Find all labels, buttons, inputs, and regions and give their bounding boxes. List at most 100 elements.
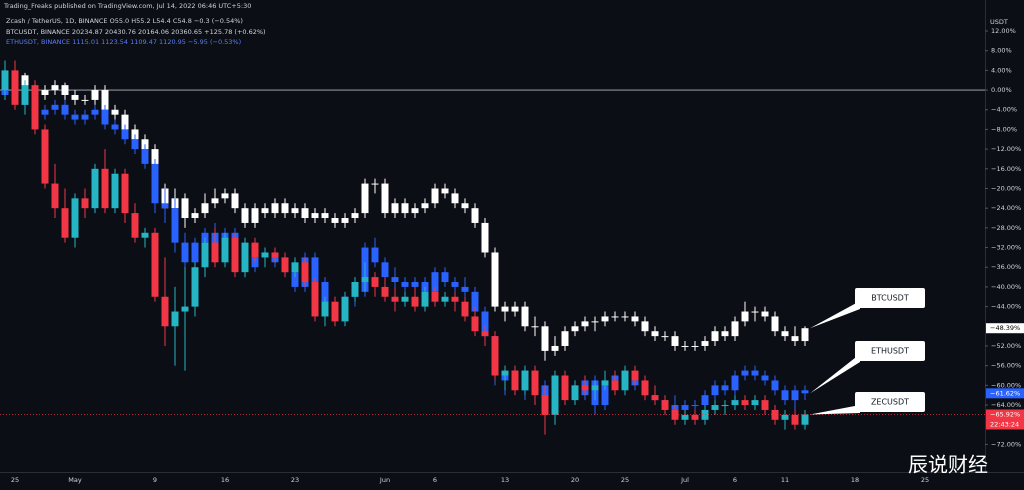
candle-body	[451, 193, 459, 204]
candle-body	[241, 208, 249, 223]
candle-body	[391, 296, 399, 302]
x-tick-label: 13	[501, 476, 509, 484]
candle-body	[251, 208, 259, 223]
price-tag-label: −48.39%	[990, 324, 1020, 332]
candle-body	[161, 203, 169, 209]
y-tick-label: 4.00%	[991, 66, 1012, 74]
candle-body	[461, 286, 469, 292]
legend-line: BTCUSDT, BINANCE 20234.87 20430.76 20164…	[6, 28, 266, 36]
candle-body	[351, 213, 359, 219]
candle-body	[51, 183, 59, 209]
candle-body	[751, 400, 759, 406]
x-tick-label: 25	[921, 476, 929, 484]
publisher: Trading_Freaks published on TradingView.…	[3, 2, 251, 10]
candle-body	[381, 262, 389, 278]
candle-body	[561, 375, 569, 401]
candle-body	[801, 414, 809, 425]
y-tick-label: −8.00%	[991, 125, 1017, 133]
candle-body	[671, 336, 679, 346]
candle-body	[731, 375, 739, 391]
candle-body	[421, 203, 429, 209]
candle-body	[141, 139, 149, 150]
candle-body	[61, 208, 69, 238]
candle-body	[721, 405, 729, 407]
candle-body	[401, 296, 409, 302]
x-tick-label: 23	[291, 476, 299, 484]
candle-body	[581, 321, 589, 327]
candle-body	[201, 242, 209, 268]
candle-body	[541, 326, 549, 351]
candle-body	[51, 104, 59, 110]
candle-body	[471, 208, 479, 223]
candle-body	[121, 114, 129, 130]
candle-body	[171, 208, 179, 243]
y-tick-label: −56.00%	[991, 362, 1021, 370]
candle-body	[441, 272, 449, 282]
candle-body	[551, 375, 559, 415]
y-tick-label: −20.00%	[991, 184, 1021, 192]
candle-body	[191, 242, 199, 263]
countdown-tag	[986, 419, 1024, 430]
candle-body	[41, 90, 49, 95]
x-tick-label: 25	[621, 476, 629, 484]
candle-body	[551, 345, 559, 351]
candle-body	[791, 336, 799, 342]
candle-body	[61, 85, 69, 95]
candle-body	[411, 208, 419, 214]
candle-body	[351, 282, 359, 297]
y-tick-label: −72.00%	[991, 440, 1021, 448]
candle-body	[531, 326, 539, 328]
candle-body	[581, 385, 589, 391]
candle-body	[691, 414, 699, 420]
candle-body	[691, 345, 699, 347]
candle-body	[91, 168, 99, 209]
candle-body	[101, 90, 109, 110]
candle-body	[481, 222, 489, 253]
candle-body	[331, 218, 339, 223]
candle-body	[451, 296, 459, 302]
candle-body	[331, 301, 339, 322]
candle-body	[131, 213, 139, 238]
candle-body	[51, 85, 59, 91]
candle-body	[431, 272, 439, 292]
candle-body	[601, 380, 609, 386]
x-tick-label: Jun	[379, 476, 390, 484]
candle-body	[261, 208, 269, 214]
price-tag-label: −65.92%	[990, 410, 1020, 418]
candle-body	[271, 252, 279, 258]
candle-body	[801, 328, 809, 342]
candle-body	[311, 213, 319, 219]
callout-box	[855, 288, 925, 308]
y-tick-label: −16.00%	[991, 165, 1021, 173]
candle-body	[211, 198, 219, 204]
candle-body	[191, 267, 199, 307]
candle-body	[731, 321, 739, 337]
callout-pointer	[810, 301, 860, 329]
candle-body	[621, 316, 629, 318]
y-tick-label: −24.00%	[991, 204, 1021, 212]
candle-body	[261, 252, 269, 258]
candle-body	[171, 311, 179, 327]
y-tick-label: −36.00%	[991, 263, 1021, 271]
candle-body	[301, 262, 309, 282]
candle-body	[21, 85, 29, 105]
candle-body	[651, 331, 659, 337]
callout-label: BTCUSDT	[871, 294, 909, 303]
candle-body	[421, 291, 429, 307]
candle-body	[401, 203, 409, 214]
x-tick-label: May	[68, 476, 82, 484]
candle-body	[341, 218, 349, 223]
candle-body	[711, 405, 719, 410]
candle-body	[231, 193, 239, 209]
candle-body	[451, 282, 459, 287]
candle-body	[101, 109, 109, 125]
candle-body	[681, 414, 689, 420]
candle-body	[281, 257, 289, 273]
candle-body	[181, 198, 189, 219]
candle-body	[631, 316, 639, 322]
y-tick-label: −28.00%	[991, 224, 1021, 232]
y-tick-label: 8.00%	[991, 47, 1012, 55]
candle-body	[601, 380, 609, 406]
